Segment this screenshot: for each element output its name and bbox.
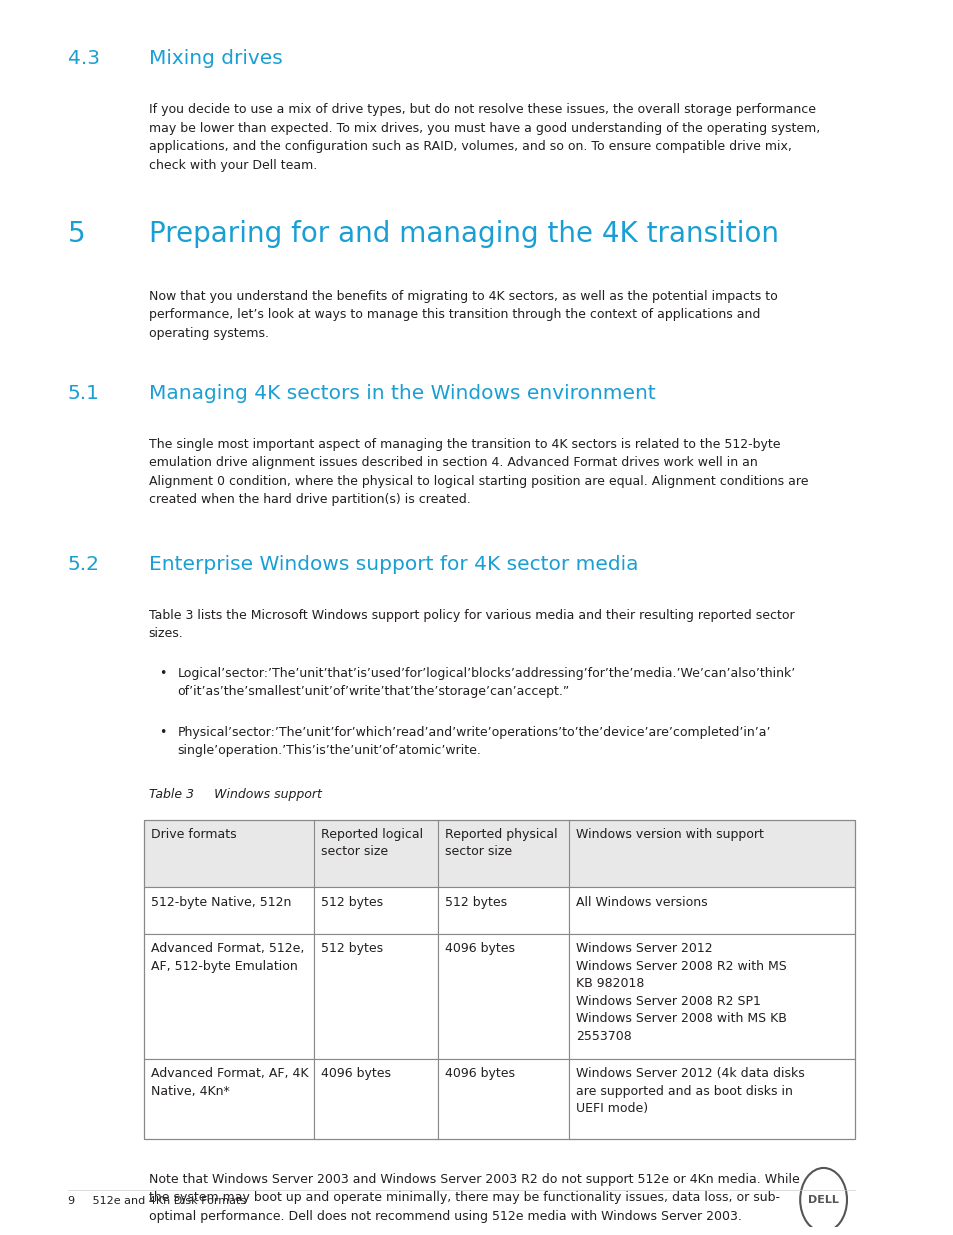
FancyBboxPatch shape — [314, 934, 437, 1058]
Text: 512 bytes: 512 bytes — [321, 942, 383, 955]
Text: Table 3     Windows support: Table 3 Windows support — [149, 788, 321, 800]
Text: Windows version with support: Windows version with support — [576, 829, 763, 841]
Text: •: • — [159, 726, 167, 740]
Text: 5.1: 5.1 — [68, 384, 99, 403]
Text: All Windows versions: All Windows versions — [576, 895, 707, 909]
Text: Enterprise Windows support for 4K sector media: Enterprise Windows support for 4K sector… — [149, 555, 638, 573]
Text: Mixing drives: Mixing drives — [149, 49, 282, 68]
Text: Now that you understand the benefits of migrating to 4K sectors, as well as the : Now that you understand the benefits of … — [149, 289, 777, 340]
Text: The single most important aspect of managing the transition to 4K sectors is rel: The single most important aspect of mana… — [149, 438, 807, 506]
FancyBboxPatch shape — [437, 1058, 569, 1139]
Text: Reported physical
sector size: Reported physical sector size — [444, 829, 557, 858]
Text: Table 3 lists the Microsoft Windows support policy for various media and their r: Table 3 lists the Microsoft Windows supp… — [149, 609, 793, 640]
FancyBboxPatch shape — [144, 934, 314, 1058]
FancyBboxPatch shape — [144, 887, 314, 934]
FancyBboxPatch shape — [569, 934, 854, 1058]
Text: Logical’sector:’The’unit’that’is’used’for’logical’blocks’addressing’for’the’medi: Logical’sector:’The’unit’that’is’used’fo… — [177, 667, 795, 698]
Text: Managing 4K sectors in the Windows environment: Managing 4K sectors in the Windows envir… — [149, 384, 655, 403]
FancyBboxPatch shape — [144, 1058, 314, 1139]
Text: 9     512e and 4Kn Disk Formats: 9 512e and 4Kn Disk Formats — [68, 1197, 245, 1207]
Text: 5: 5 — [68, 220, 85, 247]
Text: If you decide to use a mix of drive types, but do not resolve these issues, the : If you decide to use a mix of drive type… — [149, 103, 819, 172]
Circle shape — [800, 1168, 846, 1231]
FancyBboxPatch shape — [144, 820, 854, 887]
Text: 512-byte Native, 512n: 512-byte Native, 512n — [152, 895, 292, 909]
Text: Windows Server 2012 (4k data disks
are supported and as boot disks in
UEFI mode): Windows Server 2012 (4k data disks are s… — [576, 1067, 804, 1115]
Text: 4096 bytes: 4096 bytes — [321, 1067, 391, 1081]
Text: Windows Server 2012
Windows Server 2008 R2 with MS
KB 982018
Windows Server 2008: Windows Server 2012 Windows Server 2008 … — [576, 942, 786, 1042]
Text: Reported logical
sector size: Reported logical sector size — [321, 829, 423, 858]
FancyBboxPatch shape — [314, 1058, 437, 1139]
FancyBboxPatch shape — [569, 887, 854, 934]
Text: 5.2: 5.2 — [68, 555, 99, 573]
Text: Physical’sector:’The’unit’for’which’read’and’write’operations’to’the’device’are’: Physical’sector:’The’unit’for’which’read… — [177, 726, 770, 757]
Text: 4096 bytes: 4096 bytes — [444, 942, 515, 955]
Text: 4096 bytes: 4096 bytes — [444, 1067, 515, 1081]
Text: 512 bytes: 512 bytes — [321, 895, 383, 909]
Text: 4.3: 4.3 — [68, 49, 99, 68]
Text: Preparing for and managing the 4K transition: Preparing for and managing the 4K transi… — [149, 220, 778, 247]
FancyBboxPatch shape — [437, 887, 569, 934]
FancyBboxPatch shape — [437, 934, 569, 1058]
Text: Advanced Format, AF, 4K
Native, 4Kn*: Advanced Format, AF, 4K Native, 4Kn* — [152, 1067, 309, 1098]
Text: Advanced Format, 512e,
AF, 512-byte Emulation: Advanced Format, 512e, AF, 512-byte Emul… — [152, 942, 304, 973]
Text: Note that Windows Server 2003 and Windows Server 2003 R2 do not support 512e or : Note that Windows Server 2003 and Window… — [149, 1173, 799, 1223]
FancyBboxPatch shape — [314, 887, 437, 934]
Text: DELL: DELL — [807, 1194, 838, 1205]
Text: 512 bytes: 512 bytes — [444, 895, 507, 909]
Text: Drive formats: Drive formats — [152, 829, 236, 841]
Text: •: • — [159, 667, 167, 680]
FancyBboxPatch shape — [569, 1058, 854, 1139]
